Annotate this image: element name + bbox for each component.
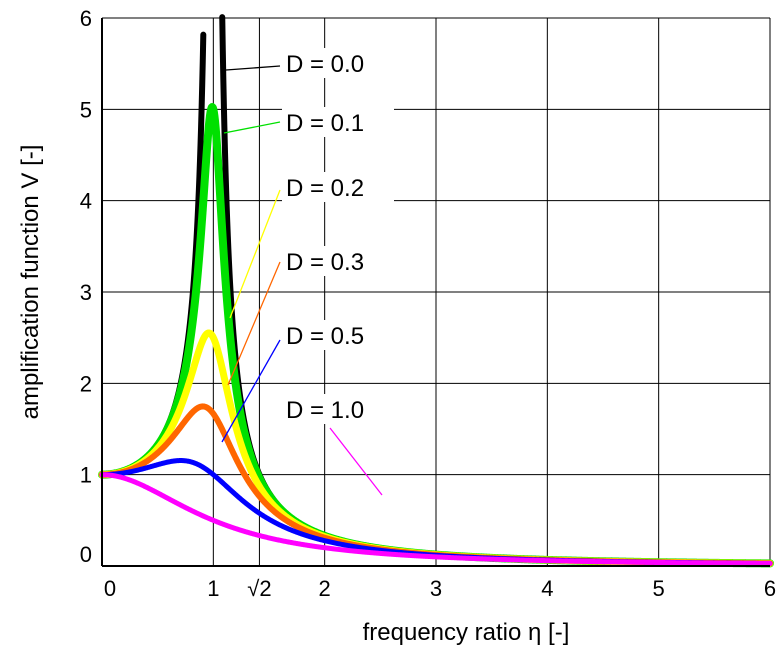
y-tick-label: 4	[80, 189, 92, 214]
x-tick-label: √2	[247, 576, 271, 601]
curve-1-0	[99, 472, 773, 567]
label-background	[282, 320, 394, 350]
label-leader-line	[223, 121, 281, 134]
series-label: D = 0.1	[286, 110, 364, 137]
label-leader-line	[225, 65, 281, 71]
axes	[101, 18, 770, 567]
x-tick-label: 3	[430, 576, 442, 601]
label-background	[282, 172, 394, 202]
y-tick-label: 3	[80, 280, 92, 305]
series-label: D = 0.2	[286, 175, 364, 202]
y-tick-label: 1	[80, 463, 92, 488]
series-label: D = 0.0	[286, 51, 364, 78]
y-axis-title: amplification function V [-]	[17, 145, 44, 420]
series-labels: D = 0.0 D = 0.1 D = 0.2 D = 0.3 D = 0.5 D = 1…	[221, 48, 394, 496]
y-tick-label: 0	[80, 542, 92, 567]
x-tick-label: 5	[653, 576, 665, 601]
label-leader-line	[329, 427, 383, 496]
series-label: D = 0.3	[286, 249, 364, 276]
y-tick-label: 5	[80, 97, 92, 122]
label-leader-line	[221, 339, 281, 443]
ticks: 0 1 √2 2 3 4 5 6 0 1 2 3 4 5 6	[80, 6, 776, 601]
x-tick-label: 2	[319, 576, 331, 601]
label-background	[282, 394, 394, 424]
label-leader-line	[229, 189, 281, 319]
curve-0-0	[219, 14, 773, 567]
label-background	[282, 48, 394, 78]
y-tick-label: 6	[80, 6, 92, 31]
x-axis-title: frequency ratio η [-]	[363, 619, 570, 646]
x-tick-label: 6	[764, 576, 776, 601]
x-tick-label: 4	[541, 576, 553, 601]
curve-0-0	[99, 31, 207, 478]
y-tick-label: 2	[80, 371, 92, 396]
label-background	[282, 246, 394, 276]
x-tick-label: 1	[207, 576, 219, 601]
label-leader-line	[227, 261, 281, 386]
series-label: D = 0.5	[286, 323, 364, 350]
curves	[98, 14, 774, 568]
series-label: D = 1.0	[286, 397, 364, 424]
x-tick-label: 0	[104, 576, 116, 601]
label-background	[282, 107, 394, 137]
